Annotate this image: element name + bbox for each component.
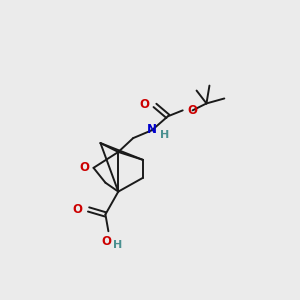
Text: O: O [188, 104, 198, 117]
Text: O: O [80, 161, 90, 174]
Text: O: O [139, 98, 149, 111]
Text: N: N [147, 123, 157, 136]
Text: O: O [73, 203, 83, 216]
Text: H: H [113, 240, 122, 250]
Text: O: O [101, 235, 111, 248]
Text: H: H [160, 130, 170, 140]
